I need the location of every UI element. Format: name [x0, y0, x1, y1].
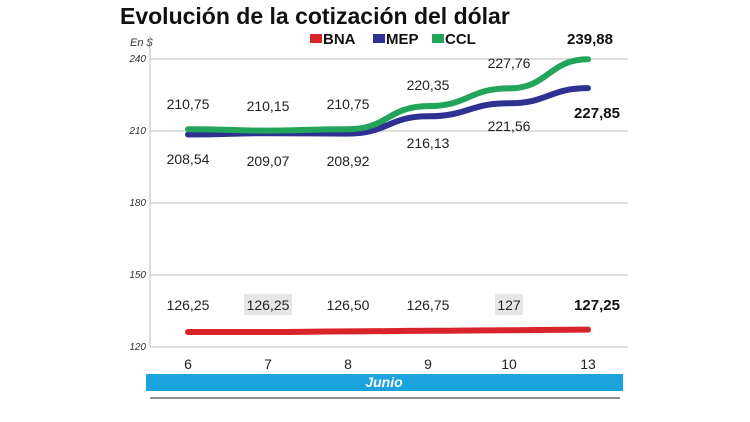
data-label-ccl-10: 227,76: [488, 55, 531, 71]
data-label-ccl-13: 239,88: [567, 31, 613, 48]
point-bna-9: [427, 330, 429, 332]
point-mep-9: [427, 115, 429, 117]
legend-label-mep: MEP: [386, 31, 419, 48]
unit-label: En $: [130, 37, 154, 49]
y-tick-labels: 120 150 180 210 240: [128, 54, 146, 353]
legend-swatch-ccl: [432, 34, 444, 43]
x-tick-labels: 6 7 8 9 10 13: [184, 356, 596, 372]
data-label-bna-6: 126,25: [167, 297, 210, 313]
legend-swatch-bna: [310, 34, 322, 43]
data-label-bna-10: 127: [497, 297, 521, 313]
x-tick-6: 6: [184, 356, 192, 372]
gridlines: [150, 58, 628, 348]
data-label-mep-8: 208,92: [327, 153, 370, 169]
point-ccl-13: [587, 58, 589, 60]
data-label-ccl-7: 210,15: [247, 98, 290, 114]
legend-swatch-mep: [373, 34, 385, 43]
x-axis-label: Junio: [365, 374, 403, 390]
series-line-bna: [185, 326, 591, 336]
point-mep-8: [347, 133, 349, 135]
x-tick-13: 13: [580, 356, 596, 372]
legend: BNA MEP CCL: [310, 31, 476, 48]
point-ccl-8: [347, 128, 349, 130]
label-highlight-bna-10: [495, 294, 523, 315]
data-label-bna-13: 127,25: [574, 297, 620, 314]
point-bna-7: [267, 331, 269, 333]
month-band: [146, 374, 623, 391]
legend-label-bna: BNA: [323, 31, 356, 48]
series-lines: [185, 56, 591, 336]
data-label-mep-7: 209,07: [247, 153, 290, 169]
data-label-mep-6: 208,54: [167, 151, 210, 167]
x-tick-8: 8: [344, 356, 352, 372]
point-ccl-10: [508, 87, 510, 89]
point-ccl-7: [267, 130, 269, 132]
data-label-bna-9: 126,75: [407, 297, 450, 313]
y-tick-150: 150: [129, 270, 146, 281]
data-label-bna-8: 126,50: [327, 297, 370, 313]
data-label-ccl-6: 210,75: [167, 96, 210, 112]
chart-title: Evolución de la cotización del dólar: [120, 3, 510, 29]
point-ccl-6: [187, 128, 189, 130]
data-label-mep-13: 227,85: [574, 105, 620, 122]
point-mep-13: [587, 87, 589, 89]
point-mep-10: [508, 102, 510, 104]
data-labels: 126,25 126,25 126,50 126,75 127 127,25 208,54 2…: [167, 31, 620, 314]
legend-label-ccl: CCL: [445, 31, 476, 48]
x-tick-10: 10: [501, 356, 517, 372]
data-label-bna-7: 126,25: [247, 297, 290, 313]
point-ccl-9: [427, 105, 429, 107]
y-tick-210: 210: [128, 126, 146, 137]
y-tick-180: 180: [129, 198, 146, 209]
data-label-mep-10: 221,56: [488, 118, 531, 134]
data-label-mep-9: 216,13: [407, 135, 450, 151]
label-highlights: [244, 294, 523, 315]
data-label-ccl-8: 210,75: [327, 96, 370, 112]
point-bna-10: [508, 329, 510, 331]
series-line-ccl: [185, 56, 591, 134]
label-highlight-bna-7: [244, 294, 292, 315]
point-bna-8: [347, 330, 349, 332]
point-mep-6: [187, 134, 189, 136]
y-tick-240: 240: [128, 54, 146, 65]
x-tick-7: 7: [264, 356, 272, 372]
point-bna-13: [587, 329, 589, 331]
point-bna-6: [187, 331, 189, 333]
y-tick-120: 120: [129, 342, 146, 353]
x-tick-9: 9: [424, 356, 432, 372]
data-label-ccl-9: 220,35: [407, 77, 450, 93]
